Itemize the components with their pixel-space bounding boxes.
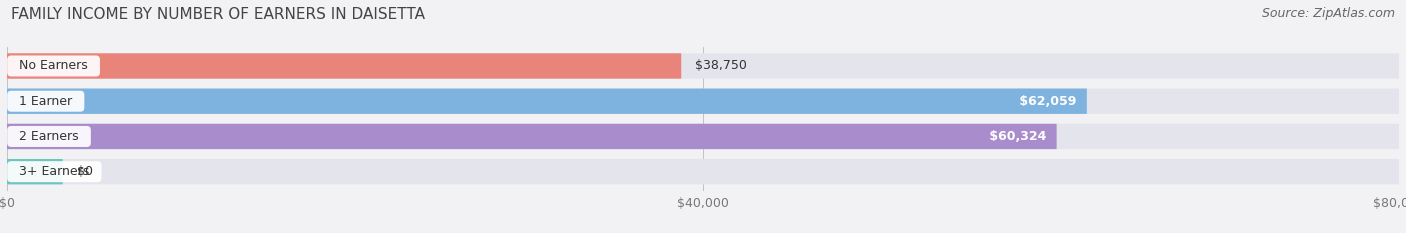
Text: No Earners: No Earners	[11, 59, 96, 72]
FancyBboxPatch shape	[7, 89, 1087, 114]
Text: Source: ZipAtlas.com: Source: ZipAtlas.com	[1261, 7, 1395, 20]
Text: $38,750: $38,750	[695, 59, 747, 72]
Text: $0: $0	[77, 165, 93, 178]
Text: $60,324: $60,324	[986, 130, 1052, 143]
Text: FAMILY INCOME BY NUMBER OF EARNERS IN DAISETTA: FAMILY INCOME BY NUMBER OF EARNERS IN DA…	[11, 7, 425, 22]
Text: 3+ Earners: 3+ Earners	[11, 165, 97, 178]
FancyBboxPatch shape	[7, 53, 682, 79]
Text: 2 Earners: 2 Earners	[11, 130, 87, 143]
Text: $62,059: $62,059	[1015, 95, 1081, 108]
FancyBboxPatch shape	[7, 53, 1399, 79]
Text: 1 Earner: 1 Earner	[11, 95, 80, 108]
FancyBboxPatch shape	[7, 124, 1399, 149]
FancyBboxPatch shape	[7, 89, 1399, 114]
FancyBboxPatch shape	[7, 124, 1057, 149]
FancyBboxPatch shape	[7, 159, 1399, 184]
FancyBboxPatch shape	[7, 159, 63, 184]
